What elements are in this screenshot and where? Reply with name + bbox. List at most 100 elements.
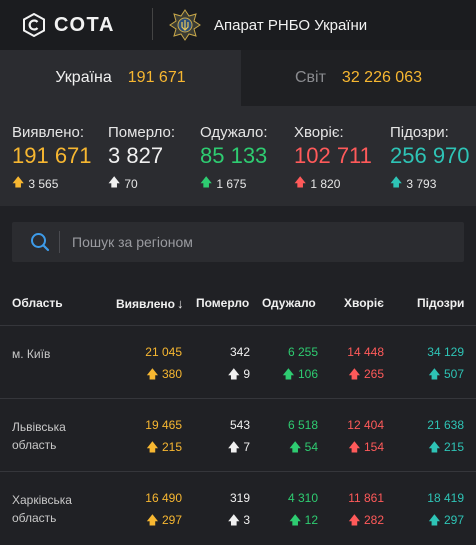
value: 21 045: [145, 345, 182, 359]
delta: 🡅 507: [428, 367, 464, 381]
delta: 🡅 215: [428, 440, 464, 454]
org-block[interactable]: Апарат РНБО України: [168, 8, 367, 42]
stat-value: 256 970: [390, 143, 470, 168]
arrow-up-icon: 🡅: [428, 513, 444, 527]
cell-detected: 16 490 🡅 297: [145, 491, 182, 532]
arrow-up-icon: 🡅: [428, 440, 444, 454]
value: 6 518: [287, 418, 318, 432]
value: 342: [229, 345, 250, 359]
delta: 🡅 265: [348, 367, 384, 381]
delta: 🡅 9: [227, 367, 250, 381]
table-header: Область Виявлено ↓ Померло Одужало Хворіє…: [0, 286, 476, 326]
tab-world[interactable]: Світ 32 226 063: [241, 50, 476, 106]
stat-value: 191 671: [12, 143, 92, 168]
stat-label: Виявлено:: [12, 124, 85, 141]
arrow-up-icon: 🡅: [200, 175, 213, 189]
cell-detected: 21 045 🡅 380: [145, 345, 182, 386]
arrow-up-icon: 🡅: [348, 367, 364, 381]
value: 319: [229, 491, 250, 505]
table-row[interactable]: м. Київ 21 045 🡅 380 342 🡅 9 6 255 🡅 106 14…: [0, 327, 476, 399]
col-recovered[interactable]: Одужало: [262, 296, 316, 310]
sota-logo-icon: [23, 13, 45, 37]
arrow-up-icon: 🡅: [227, 513, 244, 527]
delta: 🡅 106: [282, 367, 318, 381]
search-input[interactable]: [72, 222, 452, 262]
value: 11 861: [348, 491, 384, 505]
arrow-up-icon: 🡅: [348, 513, 364, 527]
value: 12 404: [347, 418, 384, 432]
value: 6 255: [287, 345, 318, 359]
col-suspected[interactable]: Підозри: [417, 296, 465, 310]
arrow-up-icon: 🡅: [108, 175, 121, 189]
tab-label: Україна: [55, 69, 112, 86]
cell-recovered: 6 255 🡅 106: [282, 345, 318, 386]
value: 16 490: [145, 491, 182, 505]
table-row[interactable]: Львівська область 19 465 🡅 215 543 🡅 7 6 5…: [0, 400, 476, 472]
stat-delta-value: 1 820: [310, 176, 341, 191]
delta: 🡅 154: [348, 440, 384, 454]
value: 18 419: [427, 491, 464, 505]
stat-delta-value: 3 793: [406, 176, 437, 191]
stat-label: Померло:: [108, 124, 176, 141]
stat-label: Підозри:: [390, 124, 449, 141]
search-separator: [59, 231, 60, 253]
delta: 🡅 3: [227, 513, 250, 527]
stat-delta: 🡅 3 565: [12, 173, 92, 194]
stat-delta: 🡅 1 820: [294, 173, 372, 194]
arrow-up-icon: 🡅: [12, 175, 25, 189]
col-detected[interactable]: Виявлено ↓: [116, 296, 183, 311]
col-died[interactable]: Померло: [196, 296, 250, 310]
stat-detected: Виявлено: 191 671 🡅 3 565: [12, 124, 92, 194]
col-sick[interactable]: Хворіє: [344, 296, 384, 310]
stat-label: Хворіє:: [294, 124, 344, 141]
delta: 🡅 54: [288, 440, 318, 454]
value: 34 129: [427, 345, 464, 359]
brand-name: СОТА: [54, 13, 115, 36]
region-name: м. Київ: [12, 347, 51, 361]
stat-died: Померло: 3 827 🡅 70: [108, 124, 175, 194]
cell-detected: 19 465 🡅 215: [145, 418, 182, 459]
delta: 🡅 380: [146, 367, 182, 381]
arrow-up-icon: 🡅: [294, 175, 307, 189]
cell-died: 319 🡅 3: [228, 491, 250, 532]
stat-delta: 🡅 70: [108, 173, 175, 194]
arrow-up-icon: 🡅: [390, 175, 403, 189]
table-row[interactable]: Харківська область 16 490 🡅 297 319 🡅 3 4 …: [0, 473, 476, 545]
arrow-up-icon: 🡅: [288, 440, 305, 454]
arrow-up-icon: 🡅: [282, 367, 298, 381]
arrow-up-icon: 🡅: [227, 367, 244, 381]
region-name: Львівська область: [12, 420, 66, 452]
delta: 🡅 12: [288, 513, 318, 527]
cell-recovered: 4 310 🡅 12: [288, 491, 318, 532]
arrow-up-icon: 🡅: [428, 367, 444, 381]
col-region[interactable]: Область: [12, 296, 63, 310]
stat-delta-value: 3 565: [28, 176, 59, 191]
header-divider: [152, 8, 153, 40]
cell-suspected: 34 129 🡅 507: [427, 345, 464, 386]
rnbo-emblem-icon: [169, 9, 201, 41]
stat-suspected: Підозри: 256 970 🡅 3 793: [390, 124, 470, 194]
tab-value: 191 671: [127, 69, 186, 86]
top-header: СОТА Апарат РНБО України: [0, 0, 476, 50]
tab-ukraine[interactable]: Україна 191 671: [0, 50, 241, 106]
stat-recovered: Одужало: 85 133 🡅 1 675: [200, 124, 268, 194]
cell-suspected: 18 419 🡅 297: [427, 491, 464, 532]
arrow-up-icon: 🡅: [348, 440, 364, 454]
org-name: Апарат РНБО України: [214, 16, 368, 34]
delta: 🡅 297: [146, 513, 182, 527]
stat-delta: 🡅 1 675: [200, 173, 268, 194]
search-icon[interactable]: [30, 232, 50, 252]
cell-died: 543 🡅 7: [228, 418, 250, 459]
stat-delta-value: 70: [124, 176, 138, 191]
arrow-up-icon: 🡅: [227, 440, 244, 454]
cell-suspected: 21 638 🡅 215: [427, 418, 464, 459]
stat-sick: Хворіє: 102 711 🡅 1 820: [294, 124, 372, 194]
stat-value: 85 133: [200, 143, 268, 168]
arrow-up-icon: 🡅: [146, 367, 162, 381]
brand-logo[interactable]: СОТА: [22, 13, 115, 37]
tab-label: Світ: [294, 69, 326, 86]
cell-died: 342 🡅 9: [228, 345, 250, 386]
cell-sick: 11 861 🡅 282: [348, 491, 384, 532]
stat-value: 102 711: [294, 143, 372, 168]
delta: 🡅 282: [348, 513, 384, 527]
